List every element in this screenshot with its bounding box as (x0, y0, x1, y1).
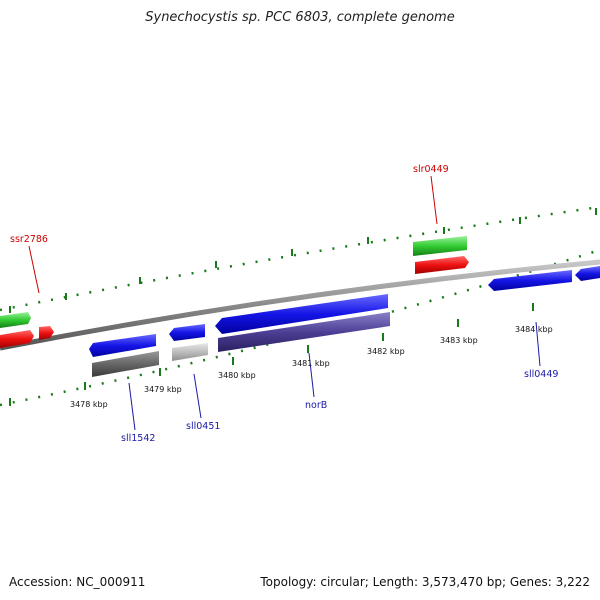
tick-label-3479: 3479 kbp (144, 385, 182, 394)
gene-right-edge-arrow[interactable] (575, 266, 600, 281)
gene-label-sll1542[interactable]: sll1542 (121, 433, 155, 444)
gene-slr0449-arrow[interactable] (415, 256, 469, 274)
tick-label-3483: 3483 kbp (440, 336, 478, 345)
sll0451-leader (193, 373, 202, 419)
genome-backbone (0, 259, 600, 351)
accession-text: Accession: NC_000911 (9, 575, 146, 589)
tick-label-3482: 3482 kbp (367, 347, 405, 356)
forward-tick-track (0, 205, 600, 312)
forward-major-ticks (9, 208, 597, 313)
norB-leader (308, 352, 315, 398)
reverse-major-ticks (9, 303, 534, 406)
gene-label-norB[interactable]: norB (305, 400, 327, 411)
sll0449-leader (535, 321, 541, 367)
gene-sll1542-cds[interactable] (92, 351, 159, 377)
gene-label-slr0449[interactable]: slr0449 (413, 164, 449, 175)
slr0449-leader (430, 175, 438, 225)
gene-norB-arrow[interactable] (215, 294, 388, 334)
gene-sll0451-cds[interactable] (172, 343, 208, 361)
ssr2786-leader (28, 245, 40, 294)
gene-norB-cds[interactable] (218, 312, 390, 352)
gene-ssr2786-arrow[interactable] (0, 330, 34, 348)
sll1542-leader (128, 382, 136, 431)
gene-label-sll0449[interactable]: sll0449 (524, 369, 558, 380)
tick-label-3481: 3481 kbp (292, 359, 330, 368)
gene-sll0449-arrow[interactable] (488, 270, 572, 291)
gene-slr0449-cds[interactable] (413, 236, 467, 256)
genome-summary-text: Topology: circular; Length: 3,573,470 bp… (260, 575, 590, 589)
gene-label-ssr2786[interactable]: ssr2786 (10, 234, 48, 245)
tick-label-3480: 3480 kbp (218, 371, 256, 380)
tick-label-3478: 3478 kbp (70, 400, 108, 409)
tick-label-3484: 3484 kbp (515, 325, 553, 334)
gene-small-red-arrow[interactable] (39, 326, 54, 340)
gene-ssr-arrow-green[interactable] (0, 312, 31, 328)
gene-sll0451-arrow[interactable] (169, 324, 205, 341)
gene-label-sll0451[interactable]: sll0451 (186, 421, 220, 432)
gene-sll1542-arrow[interactable] (89, 334, 156, 357)
genome-title: Synechocystis sp. PCC 6803, complete gen… (145, 10, 455, 25)
